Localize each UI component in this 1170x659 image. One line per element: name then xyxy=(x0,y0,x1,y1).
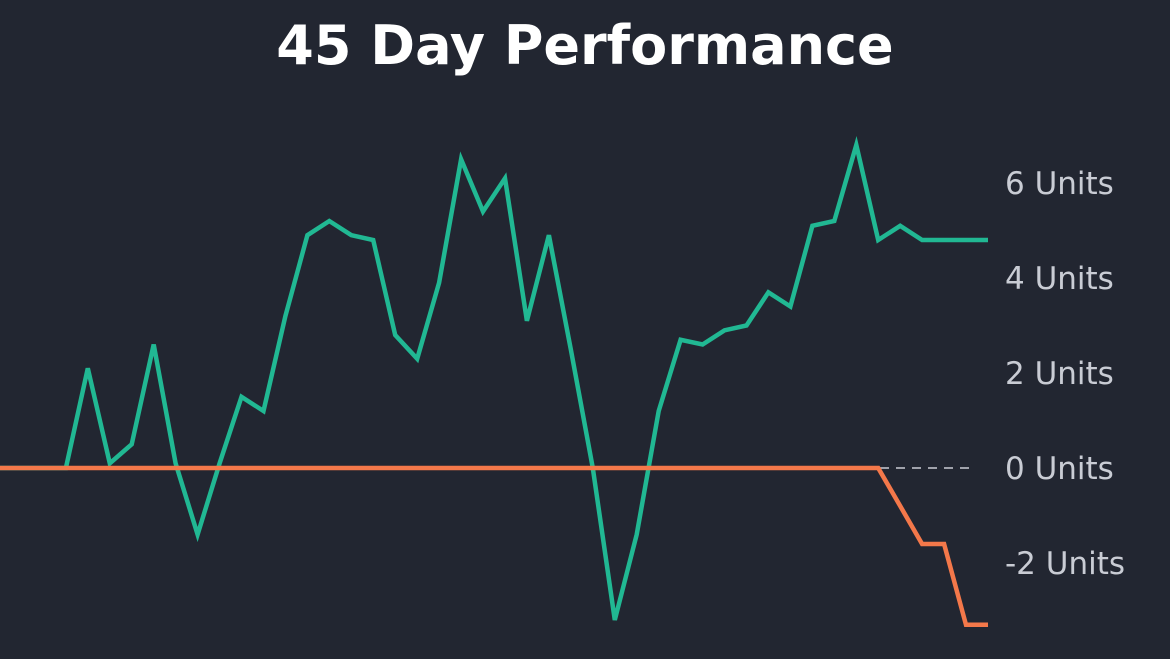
y-tick-label: 0 Units xyxy=(1005,451,1114,487)
series-line-1 xyxy=(0,136,988,621)
series-line-2 xyxy=(0,465,988,628)
y-tick-label: 6 Units xyxy=(1005,166,1114,202)
y-axis-ticks: 6 Units 4 Units 2 Units 0 Units -2 Units xyxy=(1005,166,1125,582)
y-tick-label: 4 Units xyxy=(1005,261,1114,297)
series-layer xyxy=(0,136,988,628)
y-tick-label: -2 Units xyxy=(1005,546,1125,582)
chart-title: 45 Day Performance xyxy=(276,14,894,77)
y-tick-label: 2 Units xyxy=(1005,356,1114,392)
